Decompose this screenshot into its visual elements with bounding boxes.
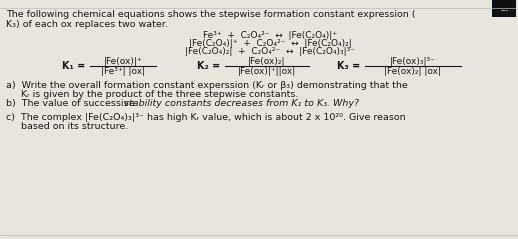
Text: a)  Write the overall formation constant experssion (Kᵣ or β₃) demonstrating tha: a) Write the overall formation constant … — [6, 81, 408, 90]
Text: Fe³⁺  +  C₂O₄²⁻  ↔  |Fe(C₂O₄)|⁺: Fe³⁺ + C₂O₄²⁻ ↔ |Fe(C₂O₄)|⁺ — [203, 31, 337, 40]
Text: b)  The value of successive: b) The value of successive — [6, 99, 138, 108]
Text: Kᵣ is given by the product of the three stepwise constants.: Kᵣ is given by the product of the three … — [6, 90, 298, 99]
Text: K₂ =: K₂ = — [197, 61, 220, 71]
Text: |Fe(ox)|⁺: |Fe(ox)|⁺ — [104, 56, 142, 65]
Text: stability constants decreases from K₁ to K₃. Why?: stability constants decreases from K₁ to… — [124, 99, 359, 108]
Text: K₁ =: K₁ = — [62, 61, 85, 71]
Text: |Fe(ox)₃|³⁻: |Fe(ox)₃|³⁻ — [390, 56, 436, 65]
Text: |Fe(ox)|⁺||ox|: |Fe(ox)|⁺||ox| — [238, 66, 296, 76]
FancyBboxPatch shape — [492, 0, 516, 17]
Text: based on its structure.: based on its structure. — [6, 122, 128, 131]
Text: |Fe(ox)₂| |ox|: |Fe(ox)₂| |ox| — [384, 66, 441, 76]
Text: |Fe(ox)₂|: |Fe(ox)₂| — [248, 56, 286, 65]
Text: ...: ... — [500, 5, 508, 11]
Text: |Fe³⁺| |ox|: |Fe³⁺| |ox| — [101, 66, 145, 76]
Text: K₃) of each ox replaces two water.: K₃) of each ox replaces two water. — [6, 20, 168, 29]
Text: K₃ =: K₃ = — [337, 61, 360, 71]
Text: |Fe(C₂O₄)₂|  +  C₂O₄²⁻  ↔  |Fe(C₂O₄)₃|³⁻: |Fe(C₂O₄)₂| + C₂O₄²⁻ ↔ |Fe(C₂O₄)₃|³⁻ — [185, 47, 355, 56]
Text: c)  The complex |Fe(C₂O₄)₃|³⁻ has high Kᵣ value, which is about 2 x 10²⁰. Give r: c) The complex |Fe(C₂O₄)₃|³⁻ has high Kᵣ… — [6, 113, 406, 122]
Text: |Fe(C₂O₄)|⁺  +  C₂O₄²⁻  ↔  |Fe(C₂O₄)₂|: |Fe(C₂O₄)|⁺ + C₂O₄²⁻ ↔ |Fe(C₂O₄)₂| — [189, 39, 351, 48]
Text: The following chemical equations shows the stepwise formation constant expressio: The following chemical equations shows t… — [6, 10, 415, 19]
